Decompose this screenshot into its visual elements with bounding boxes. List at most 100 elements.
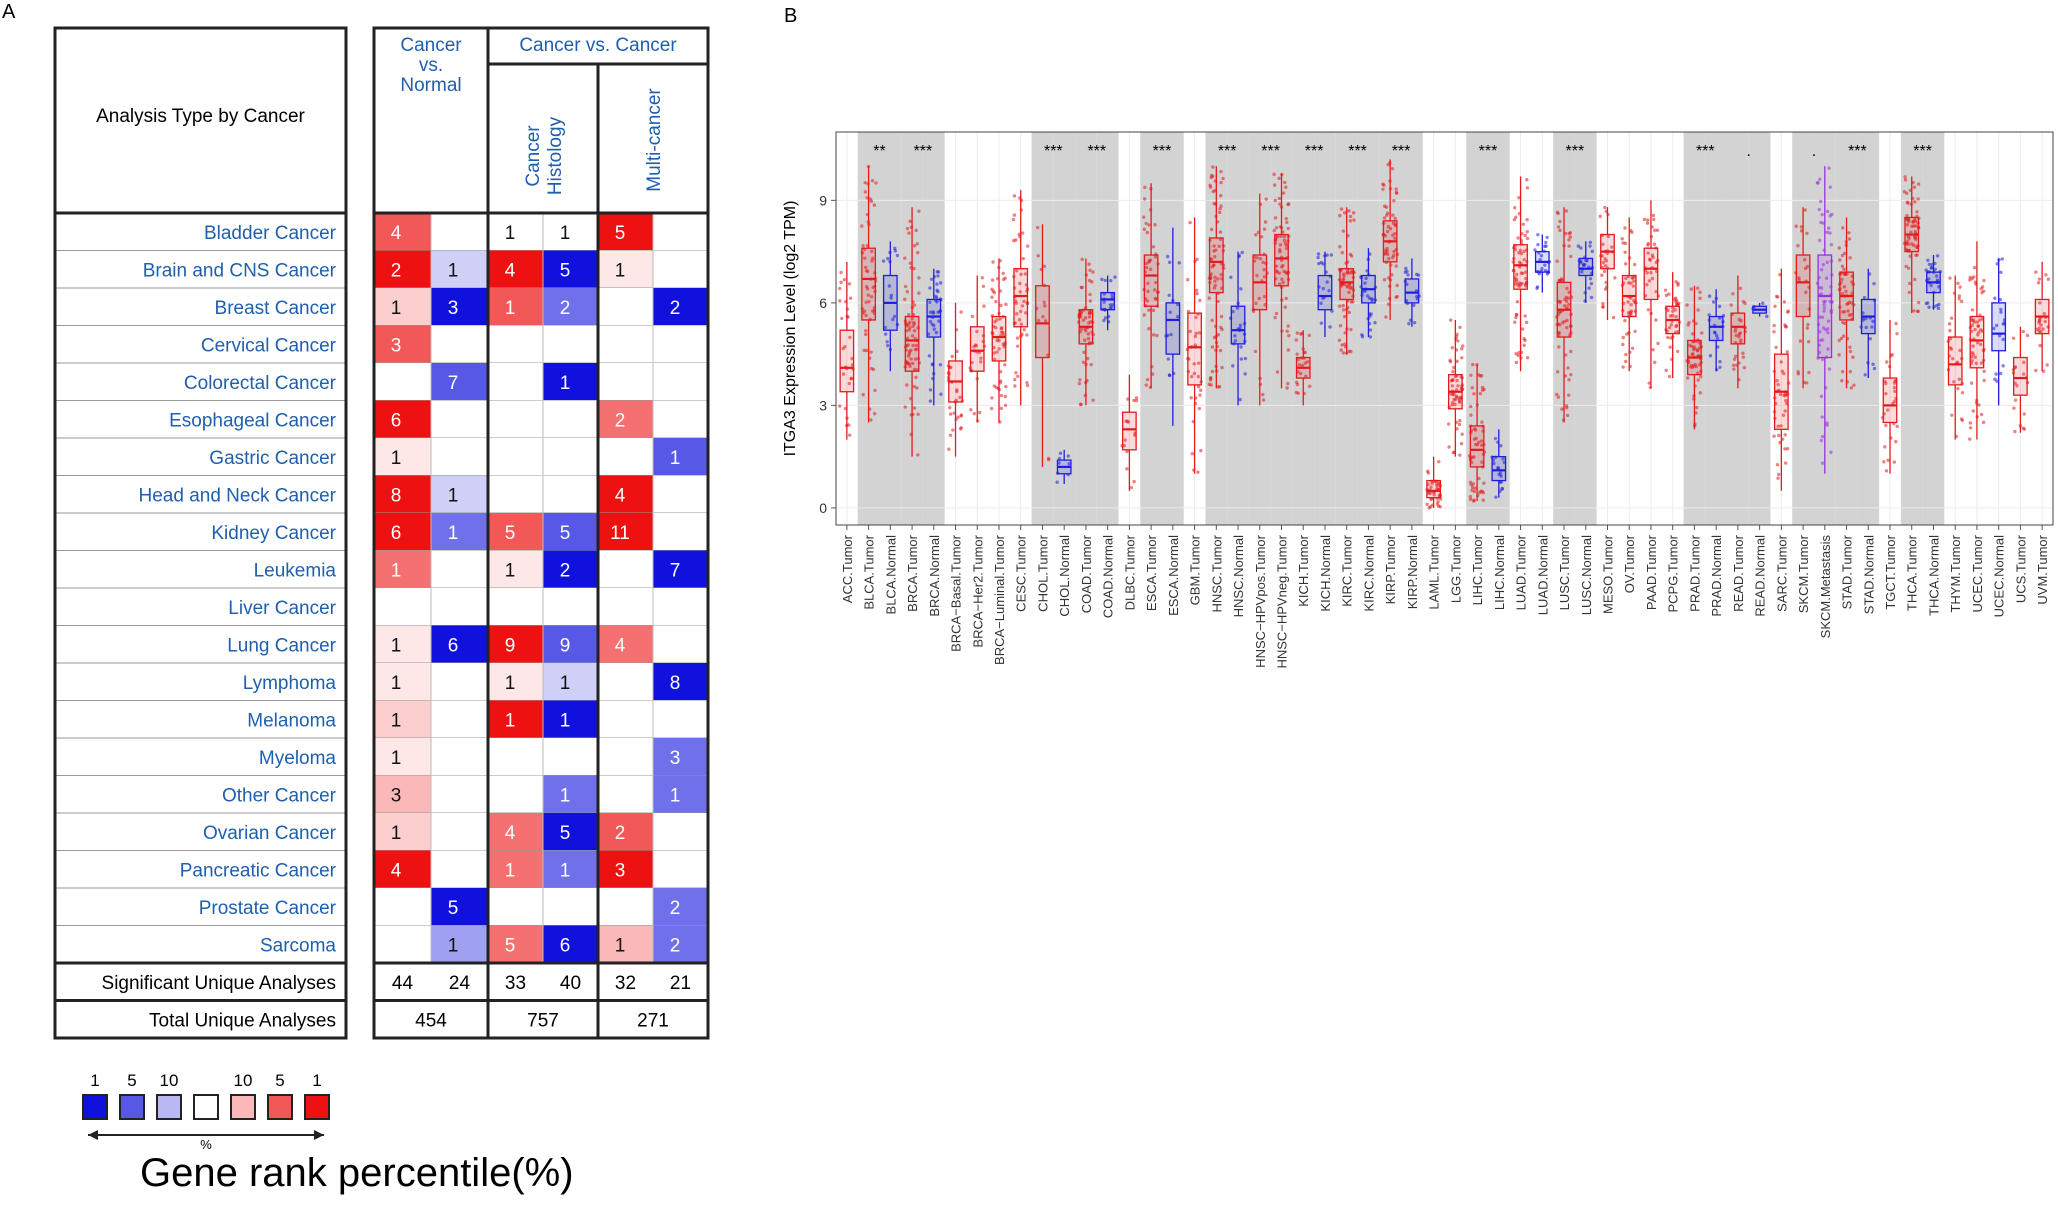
data-point bbox=[1239, 287, 1243, 291]
data-point bbox=[1341, 308, 1346, 312]
data-point bbox=[1646, 308, 1651, 312]
heatmap-cell bbox=[374, 475, 431, 513]
legend-caption: Gene rank percentile(%) bbox=[140, 1151, 574, 1195]
data-point bbox=[1912, 235, 1917, 239]
x-tick-label: HNSC−HPVpos.Tumor bbox=[1253, 534, 1268, 667]
analysis-count: 1 bbox=[505, 860, 516, 881]
heatmap-cell bbox=[653, 550, 708, 588]
analysis-count: 3 bbox=[391, 785, 402, 806]
data-point bbox=[1579, 246, 1583, 250]
data-point bbox=[1013, 377, 1017, 382]
data-point bbox=[1349, 300, 1353, 304]
data-point bbox=[1513, 247, 1518, 252]
data-point bbox=[1216, 299, 1220, 304]
data-point bbox=[1731, 292, 1735, 296]
data-point bbox=[978, 360, 983, 364]
data-point bbox=[1820, 338, 1825, 342]
box-group: BRCA−Basal.Tumor bbox=[946, 302, 965, 652]
data-point bbox=[1676, 302, 1680, 307]
data-point bbox=[1558, 299, 1563, 304]
data-point bbox=[1278, 282, 1282, 286]
data-point bbox=[1468, 494, 1473, 499]
data-point bbox=[1982, 289, 1986, 293]
data-point bbox=[1147, 223, 1151, 227]
data-point bbox=[1976, 324, 1981, 328]
data-point bbox=[1970, 323, 1975, 328]
data-point bbox=[1347, 290, 1351, 295]
x-tick-label: READ.Normal bbox=[1753, 535, 1768, 617]
data-point bbox=[1109, 305, 1113, 310]
analysis-count: 3 bbox=[615, 860, 626, 881]
data-point bbox=[1676, 283, 1680, 287]
data-point bbox=[1977, 330, 1981, 335]
heatmap-cell bbox=[431, 438, 488, 476]
data-point bbox=[905, 290, 910, 294]
data-point bbox=[2013, 381, 2017, 385]
legend-swatch bbox=[193, 1094, 219, 1120]
data-point bbox=[1327, 288, 1331, 293]
data-point bbox=[1392, 199, 1396, 203]
data-point bbox=[1569, 349, 1573, 354]
analysis-count: 5 bbox=[615, 223, 626, 244]
data-point bbox=[1993, 377, 1997, 381]
data-point bbox=[1840, 277, 1844, 282]
data-point bbox=[1262, 268, 1266, 272]
data-point bbox=[970, 360, 974, 365]
data-point bbox=[1929, 266, 1934, 270]
cancer-type-label: Other Cancer bbox=[222, 785, 337, 806]
box bbox=[1991, 302, 2007, 352]
box-group: LGG.Tumor bbox=[1446, 318, 1465, 603]
data-point bbox=[869, 366, 874, 371]
significance-marker: *** bbox=[1305, 143, 1324, 160]
data-point bbox=[1273, 315, 1277, 320]
right-table-border bbox=[372, 26, 710, 1040]
heatmap-cell bbox=[543, 400, 598, 438]
data-point bbox=[1646, 243, 1650, 247]
data-point bbox=[848, 335, 852, 340]
data-point bbox=[1968, 421, 1973, 425]
data-point bbox=[1261, 392, 1265, 397]
data-point bbox=[1805, 264, 1810, 269]
data-point bbox=[1827, 226, 1831, 230]
box bbox=[1404, 278, 1420, 304]
data-point bbox=[2046, 277, 2051, 281]
box-group: UCEC.Tumor bbox=[1968, 241, 1986, 613]
data-point bbox=[905, 360, 910, 365]
data-point bbox=[1819, 394, 1824, 399]
data-point bbox=[975, 329, 979, 334]
data-point bbox=[1272, 228, 1276, 233]
data-point bbox=[1343, 314, 1347, 319]
heatmap-cell bbox=[653, 325, 708, 363]
data-point bbox=[1086, 332, 1091, 336]
data-point bbox=[1977, 403, 1981, 407]
data-point bbox=[1347, 310, 1352, 315]
data-point bbox=[1914, 245, 1919, 249]
data-point bbox=[1041, 314, 1045, 319]
data-point bbox=[1449, 392, 1453, 396]
data-point bbox=[1196, 385, 1201, 389]
data-point bbox=[1328, 325, 1332, 329]
data-point bbox=[1014, 299, 1018, 303]
data-point bbox=[1580, 270, 1584, 274]
data-point bbox=[1673, 296, 1678, 300]
box-group: ***THCA.Tumor bbox=[1902, 143, 1932, 611]
data-point bbox=[1847, 237, 1852, 241]
total-value: 757 bbox=[527, 1010, 559, 1031]
heatmap-cell bbox=[488, 813, 543, 851]
data-point bbox=[1339, 207, 1344, 211]
data-point bbox=[1779, 424, 1783, 428]
data-point bbox=[916, 412, 920, 416]
heatmap-cell bbox=[543, 438, 598, 476]
data-point bbox=[1694, 321, 1698, 326]
data-point bbox=[907, 231, 911, 235]
data-point bbox=[1300, 363, 1305, 368]
analysis-count: 1 bbox=[505, 560, 516, 581]
data-point bbox=[1603, 287, 1608, 291]
data-point bbox=[1820, 461, 1825, 465]
data-point bbox=[1772, 323, 1776, 328]
data-point bbox=[1910, 224, 1914, 229]
data-point bbox=[1914, 253, 1918, 257]
analysis-count: 1 bbox=[505, 673, 516, 694]
data-point bbox=[1872, 366, 1877, 371]
data-point bbox=[1606, 234, 1611, 239]
